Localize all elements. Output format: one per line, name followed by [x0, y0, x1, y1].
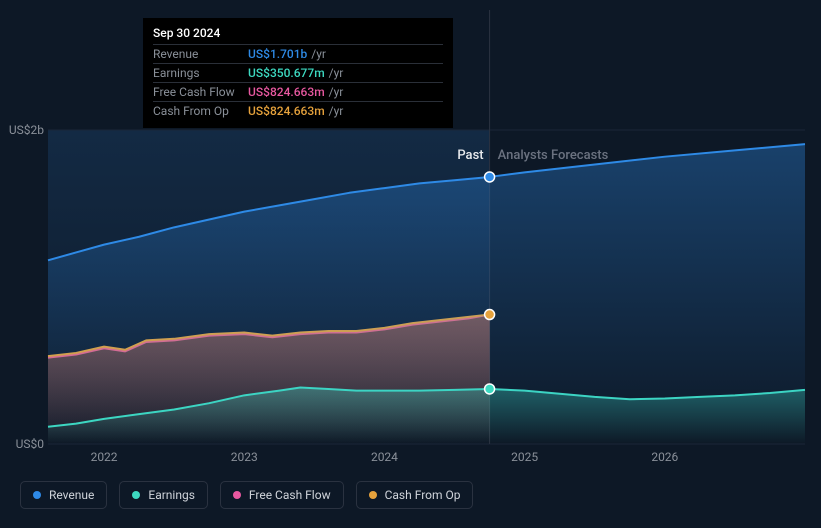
tooltip-row-value: US$824.663m	[248, 104, 325, 118]
past-region-label: Past	[457, 148, 483, 163]
x-axis-label: 2026	[651, 450, 678, 464]
tooltip-row: Cash From OpUS$824.663m/yr	[153, 101, 443, 120]
legend-item-cash-from-op[interactable]: Cash From Op	[356, 481, 474, 509]
legend-dot-icon	[132, 491, 140, 499]
legend-item-revenue[interactable]: Revenue	[20, 481, 107, 509]
legend-dot-icon	[233, 491, 241, 499]
tooltip-row-unit: /yr	[329, 66, 344, 80]
legend-dot-icon	[369, 491, 377, 499]
legend-item-free-cash-flow[interactable]: Free Cash Flow	[220, 481, 344, 509]
tooltip-row-value: US$824.663m	[248, 85, 325, 99]
legend-label: Earnings	[148, 488, 195, 502]
forecast-region-label: Analysts Forecasts	[498, 148, 609, 163]
tooltip-row-unit: /yr	[329, 104, 344, 118]
tooltip-row: EarningsUS$350.677m/yr	[153, 63, 443, 82]
x-axis-label: 2022	[91, 450, 118, 464]
y-axis-label: US$2b	[4, 123, 44, 137]
tooltip-row-value: US$350.677m	[248, 66, 325, 80]
legend-label: Cash From Op	[385, 488, 461, 502]
tooltip-row-label: Free Cash Flow	[153, 85, 248, 99]
chart-tooltip: Sep 30 2024 RevenueUS$1.701b/yrEarningsU…	[143, 18, 453, 128]
tooltip-row-label: Earnings	[153, 66, 248, 80]
tooltip-row-unit: /yr	[311, 47, 326, 61]
tooltip-row-value: US$1.701b	[248, 47, 307, 61]
tooltip-row-unit: /yr	[329, 85, 344, 99]
y-axis-label: US$0	[4, 437, 44, 451]
legend-label: Free Cash Flow	[249, 488, 331, 502]
tooltip-date: Sep 30 2024	[153, 26, 443, 40]
x-axis-label: 2024	[371, 450, 398, 464]
legend-label: Revenue	[49, 488, 94, 502]
legend-dot-icon	[33, 491, 41, 499]
tooltip-row: Free Cash FlowUS$824.663m/yr	[153, 82, 443, 101]
chart-legend: Revenue Earnings Free Cash Flow Cash From O…	[20, 481, 473, 509]
tooltip-row-label: Revenue	[153, 47, 248, 61]
x-axis-label: 2025	[511, 450, 538, 464]
x-axis-label: 2023	[231, 450, 258, 464]
tooltip-row-label: Cash From Op	[153, 104, 248, 118]
legend-item-earnings[interactable]: Earnings	[119, 481, 208, 509]
tooltip-row: RevenueUS$1.701b/yr	[153, 44, 443, 63]
